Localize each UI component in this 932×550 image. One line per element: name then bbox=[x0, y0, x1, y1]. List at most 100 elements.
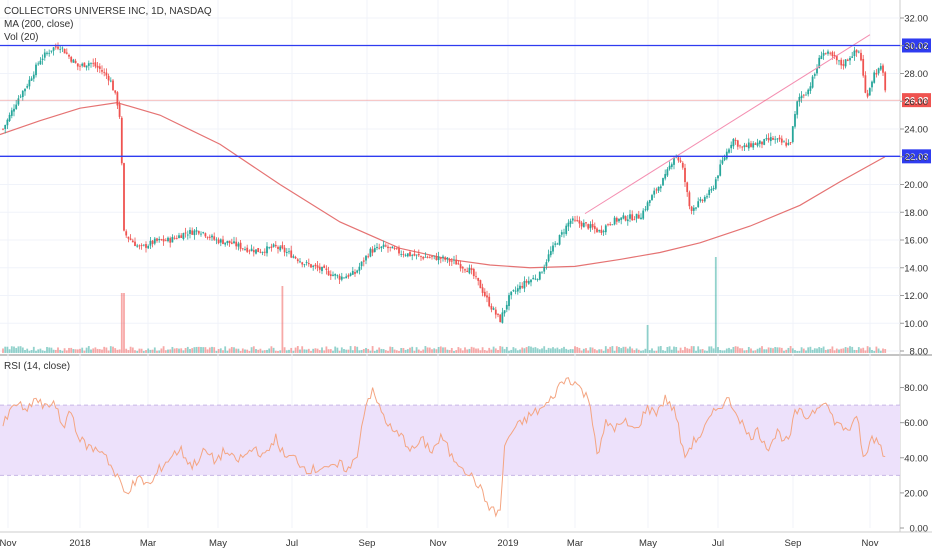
candle-body bbox=[81, 63, 84, 66]
volume-bar bbox=[609, 346, 612, 353]
candle-body bbox=[96, 65, 99, 68]
price-tick-label: 22.00 bbox=[904, 152, 928, 163]
volume-bar bbox=[822, 346, 825, 353]
candle-body bbox=[26, 86, 29, 88]
volume-bar bbox=[446, 349, 449, 353]
volume-bar bbox=[739, 348, 741, 353]
candle-body bbox=[283, 247, 286, 253]
candle-body bbox=[791, 126, 794, 143]
candle-body bbox=[195, 230, 198, 232]
candle-body bbox=[37, 63, 40, 65]
candle-body bbox=[787, 142, 790, 145]
rsi-tick-label: 20.00 bbox=[904, 488, 928, 499]
volume-bar bbox=[184, 348, 187, 353]
candle-body bbox=[244, 249, 246, 250]
volume-bar bbox=[692, 346, 695, 353]
volume-bar bbox=[382, 349, 385, 353]
volume-bar bbox=[604, 346, 607, 353]
horizontal-levels[interactable]: 30.02 26.08 22.03 bbox=[0, 38, 931, 164]
candle-body bbox=[783, 141, 785, 143]
candle-body bbox=[846, 59, 849, 61]
volume-bar bbox=[734, 346, 737, 353]
candle-body bbox=[690, 206, 693, 211]
volume-bar bbox=[640, 350, 642, 353]
candle-body bbox=[684, 167, 686, 183]
volume-bar bbox=[479, 350, 482, 353]
candle-body bbox=[549, 251, 552, 256]
volume-bar bbox=[811, 349, 814, 353]
candle-body bbox=[6, 119, 9, 126]
volume-bar bbox=[147, 348, 150, 353]
candle-body bbox=[61, 47, 64, 49]
candle-body bbox=[728, 149, 730, 153]
candle-body bbox=[288, 251, 290, 253]
candle-body bbox=[65, 52, 68, 54]
volume-bar bbox=[149, 349, 152, 353]
volume-bar bbox=[791, 348, 794, 353]
price-tick-label: 8.00 bbox=[910, 347, 929, 358]
volume-bar bbox=[402, 347, 405, 353]
candle-body bbox=[316, 265, 319, 268]
volume-bar bbox=[560, 348, 563, 353]
candle-body bbox=[811, 76, 814, 88]
candle-body bbox=[404, 255, 407, 257]
volume-bar bbox=[336, 347, 339, 353]
candle-body bbox=[849, 57, 851, 61]
price-badge bbox=[902, 38, 931, 53]
volume-bar bbox=[142, 350, 145, 353]
candle-body bbox=[373, 248, 376, 252]
volume-bar bbox=[576, 347, 579, 353]
candle-body bbox=[184, 232, 187, 234]
candle-body bbox=[310, 264, 312, 268]
volume-bar bbox=[481, 347, 484, 353]
candle-body bbox=[714, 179, 717, 189]
volume-bar bbox=[882, 348, 884, 353]
rsi-pane bbox=[2, 377, 886, 518]
candle-body bbox=[230, 242, 233, 244]
volume-bar bbox=[816, 348, 818, 353]
volume-bar bbox=[268, 348, 271, 353]
volume-bar bbox=[442, 347, 444, 353]
candle-body bbox=[367, 256, 370, 258]
candle-body bbox=[464, 269, 466, 271]
candle-body bbox=[46, 52, 48, 54]
volume-bar bbox=[703, 350, 706, 353]
candle-body bbox=[882, 65, 884, 73]
candle-body bbox=[389, 246, 392, 248]
candle-body bbox=[620, 217, 623, 220]
volume-bar bbox=[164, 350, 167, 353]
volume-bar bbox=[173, 348, 176, 353]
candle-body bbox=[666, 169, 669, 176]
candle-body bbox=[167, 237, 169, 242]
candle-body bbox=[552, 245, 554, 252]
candle-body bbox=[769, 137, 772, 142]
candle-body bbox=[820, 55, 823, 60]
candle-body bbox=[853, 50, 856, 57]
volume-bar bbox=[655, 350, 658, 353]
volume-bar bbox=[593, 349, 596, 353]
volume-bar bbox=[433, 348, 436, 353]
volume-bar bbox=[371, 346, 374, 353]
candle-body bbox=[543, 267, 546, 272]
volume-bar bbox=[505, 346, 508, 353]
candle-body bbox=[503, 310, 506, 314]
candle-body bbox=[750, 143, 752, 147]
volume-bar bbox=[261, 350, 264, 353]
price-tick-label: 26.00 bbox=[904, 97, 928, 108]
candle-body bbox=[499, 314, 502, 323]
candle-body bbox=[558, 235, 561, 245]
volume-bar bbox=[699, 349, 702, 353]
candle-body bbox=[109, 80, 112, 82]
volume-bar bbox=[686, 348, 689, 353]
candle-body bbox=[776, 138, 779, 140]
volume-bar bbox=[362, 348, 365, 353]
candle-body bbox=[270, 246, 273, 248]
price-badge-label: 22.03 bbox=[905, 152, 929, 163]
candle-body bbox=[360, 261, 363, 267]
volume-bar bbox=[767, 347, 770, 353]
candle-body bbox=[842, 64, 845, 66]
volume-bar bbox=[24, 350, 26, 353]
candle-body bbox=[884, 72, 887, 91]
candle-body bbox=[871, 81, 873, 88]
